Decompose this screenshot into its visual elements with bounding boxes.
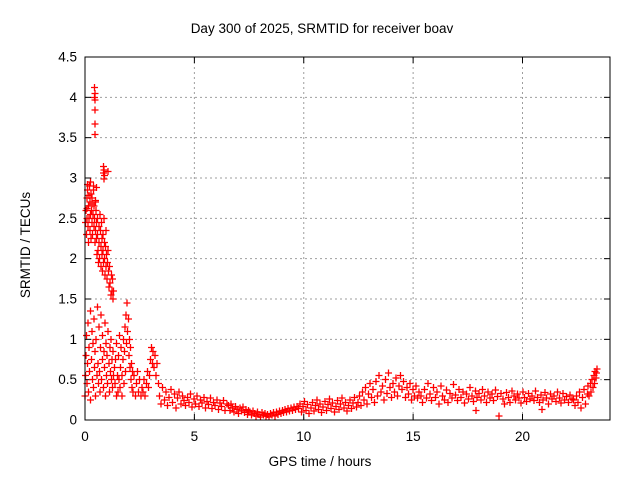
x-tick-label: 5: [191, 429, 199, 444]
y-tick-label: 0: [69, 413, 77, 428]
tick-labels: 0 5 10 15 20 0 0.5 1 1.5 2 2.5 3 3.5 4 4.5: [58, 50, 530, 445]
y-tick-label: 4.5: [58, 50, 77, 65]
y-tick-label: 4: [69, 90, 77, 105]
plot-border: [84, 56, 611, 421]
x-tick-label: 0: [81, 429, 89, 444]
grid-lines: [85, 57, 610, 420]
x-tick-label: 10: [296, 429, 311, 444]
y-tick-label: 3.5: [58, 130, 77, 145]
x-axis-label: GPS time / hours: [269, 454, 372, 469]
y-tick-label: 2: [69, 251, 77, 266]
y-axis-label: SRMTID / TECUs: [18, 192, 33, 299]
x-tick-label: 15: [406, 429, 421, 444]
axis-ticks: [84, 56, 610, 421]
data-points-series: [81, 84, 601, 421]
chart-title: Day 300 of 2025, SRMTID for receiver boa…: [191, 21, 454, 36]
y-tick-label: 0.5: [58, 372, 77, 387]
y-tick-label: 2.5: [58, 211, 77, 226]
y-tick-label: 1: [69, 332, 77, 347]
x-tick-label: 20: [515, 429, 530, 444]
scatter-plus-markers: [81, 84, 601, 421]
y-tick-label: 1.5: [58, 292, 77, 307]
y-tick-label: 3: [69, 171, 77, 186]
